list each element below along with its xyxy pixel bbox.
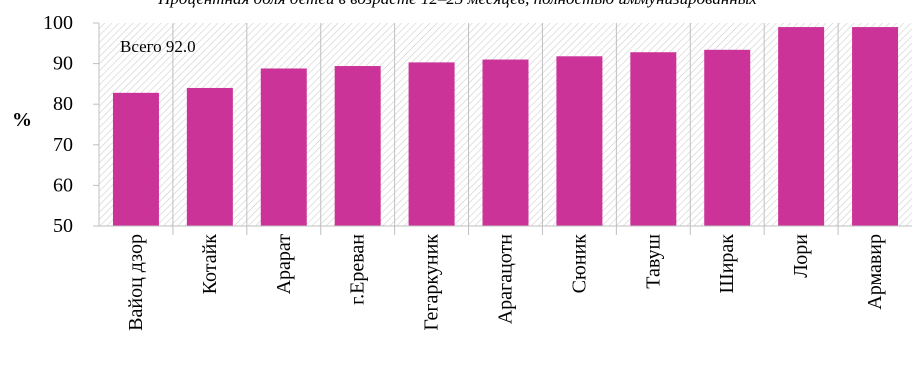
x-tick-label: Сюник bbox=[568, 234, 590, 294]
x-tick-label: Вайоц дзор bbox=[125, 234, 147, 331]
y-tick-label: 70 bbox=[53, 134, 73, 156]
x-tick-label: Ширак bbox=[716, 234, 738, 294]
bar bbox=[408, 62, 455, 226]
bar bbox=[704, 49, 751, 226]
x-tick-label: Арагацотн bbox=[495, 234, 517, 325]
bar bbox=[852, 27, 899, 227]
chart-title-cut: Процентная доля детей в возрасте 12–23 м… bbox=[0, 0, 915, 9]
bar bbox=[556, 56, 603, 227]
y-tick-label: 90 bbox=[53, 53, 73, 75]
x-tick-label: Гегаркуник bbox=[421, 234, 443, 331]
x-tick-label: Арарат bbox=[273, 234, 295, 295]
y-tick-label: 60 bbox=[53, 174, 73, 196]
x-tick-label: Котайк bbox=[199, 234, 221, 295]
y-tick-label: 100 bbox=[43, 12, 73, 34]
x-tick-label: Лори bbox=[790, 234, 812, 278]
y-axis-label: % bbox=[12, 109, 32, 131]
x-tick-label: Тавуш bbox=[642, 233, 664, 288]
bar bbox=[112, 92, 159, 226]
x-tick-label: г.Ереван bbox=[347, 234, 369, 305]
bar bbox=[778, 27, 825, 227]
bar bbox=[482, 59, 529, 226]
y-tick-label: 80 bbox=[53, 93, 73, 115]
bar bbox=[630, 52, 677, 227]
bar bbox=[186, 87, 233, 227]
y-tick-label: 50 bbox=[53, 215, 73, 237]
total-annotation: Всего 92.0 bbox=[120, 37, 196, 56]
x-tick-label: Армавир bbox=[864, 234, 886, 310]
bar bbox=[260, 68, 307, 226]
bar bbox=[334, 66, 381, 226]
